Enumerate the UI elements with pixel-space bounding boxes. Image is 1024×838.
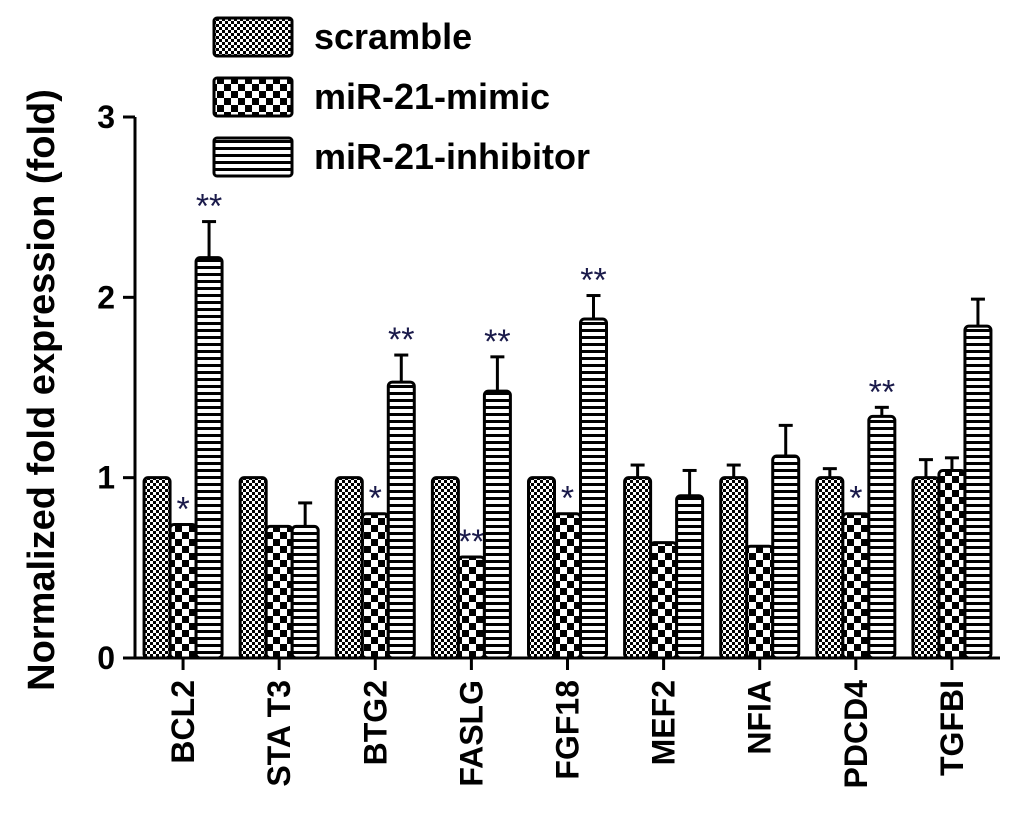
x-tick-label: PDCD4	[838, 680, 874, 789]
bar	[482, 389, 512, 660]
significance-label: *	[849, 480, 862, 518]
legend-swatch	[212, 16, 294, 58]
significance-label: *	[176, 491, 189, 529]
significance-label: *	[561, 480, 574, 518]
x-tick-label: FGF18	[550, 680, 586, 780]
bar	[386, 380, 416, 660]
significance-label: **	[869, 373, 895, 411]
legend-swatch	[212, 76, 294, 118]
x-tick-label: MEF2	[646, 680, 682, 765]
bar	[430, 476, 460, 660]
bar	[456, 555, 486, 660]
legend-label: miR-21-mimic	[314, 76, 550, 117]
bar	[937, 468, 967, 660]
y-tick-label: 0	[97, 640, 115, 676]
x-tick-label: TGFBI	[934, 680, 970, 776]
significance-label: **	[458, 523, 484, 561]
bar	[815, 476, 845, 660]
bar	[867, 414, 897, 660]
significance-label: **	[484, 323, 510, 361]
x-tick-label: NFIA	[742, 680, 778, 755]
bar	[527, 476, 556, 660]
x-tick-label: BTG2	[357, 680, 393, 765]
bar	[264, 524, 294, 660]
y-axis-label: Normalized fold expression (fold)	[21, 89, 63, 691]
significance-label: *	[369, 480, 382, 518]
bar	[334, 476, 364, 660]
bar	[194, 256, 224, 660]
legend-label: miR-21-inhibitor	[314, 136, 590, 177]
bar	[745, 544, 775, 660]
bar	[553, 512, 582, 660]
y-tick-label: 1	[97, 460, 115, 496]
bar	[290, 524, 320, 660]
legend: scramble miR-21-mimic miR-21-inhibitor	[212, 16, 590, 178]
bar	[719, 476, 749, 660]
significance-label: **	[388, 321, 414, 359]
bars-group: BCL2***STA T3 BTG2***FASLG****FGF18***MEF…	[142, 188, 993, 789]
bar	[649, 541, 679, 660]
x-tick-label: STA T3	[261, 680, 297, 787]
bar	[963, 324, 993, 660]
y-tick-label: 3	[97, 99, 115, 135]
bar	[238, 476, 268, 660]
bar	[911, 476, 941, 660]
bar	[675, 494, 705, 660]
bar	[771, 454, 801, 660]
x-tick-label: BCL2	[165, 680, 201, 764]
x-tick-label: FASLG	[453, 680, 489, 787]
bar	[579, 317, 608, 660]
bar	[360, 512, 390, 660]
legend-label: scramble	[314, 16, 472, 57]
significance-label: **	[580, 262, 606, 300]
legend-swatch	[212, 136, 294, 178]
bar	[841, 512, 871, 660]
bar	[168, 523, 198, 660]
bar	[142, 476, 172, 660]
bar	[623, 476, 653, 660]
significance-label: **	[196, 188, 222, 226]
y-tick-label: 2	[97, 279, 115, 315]
